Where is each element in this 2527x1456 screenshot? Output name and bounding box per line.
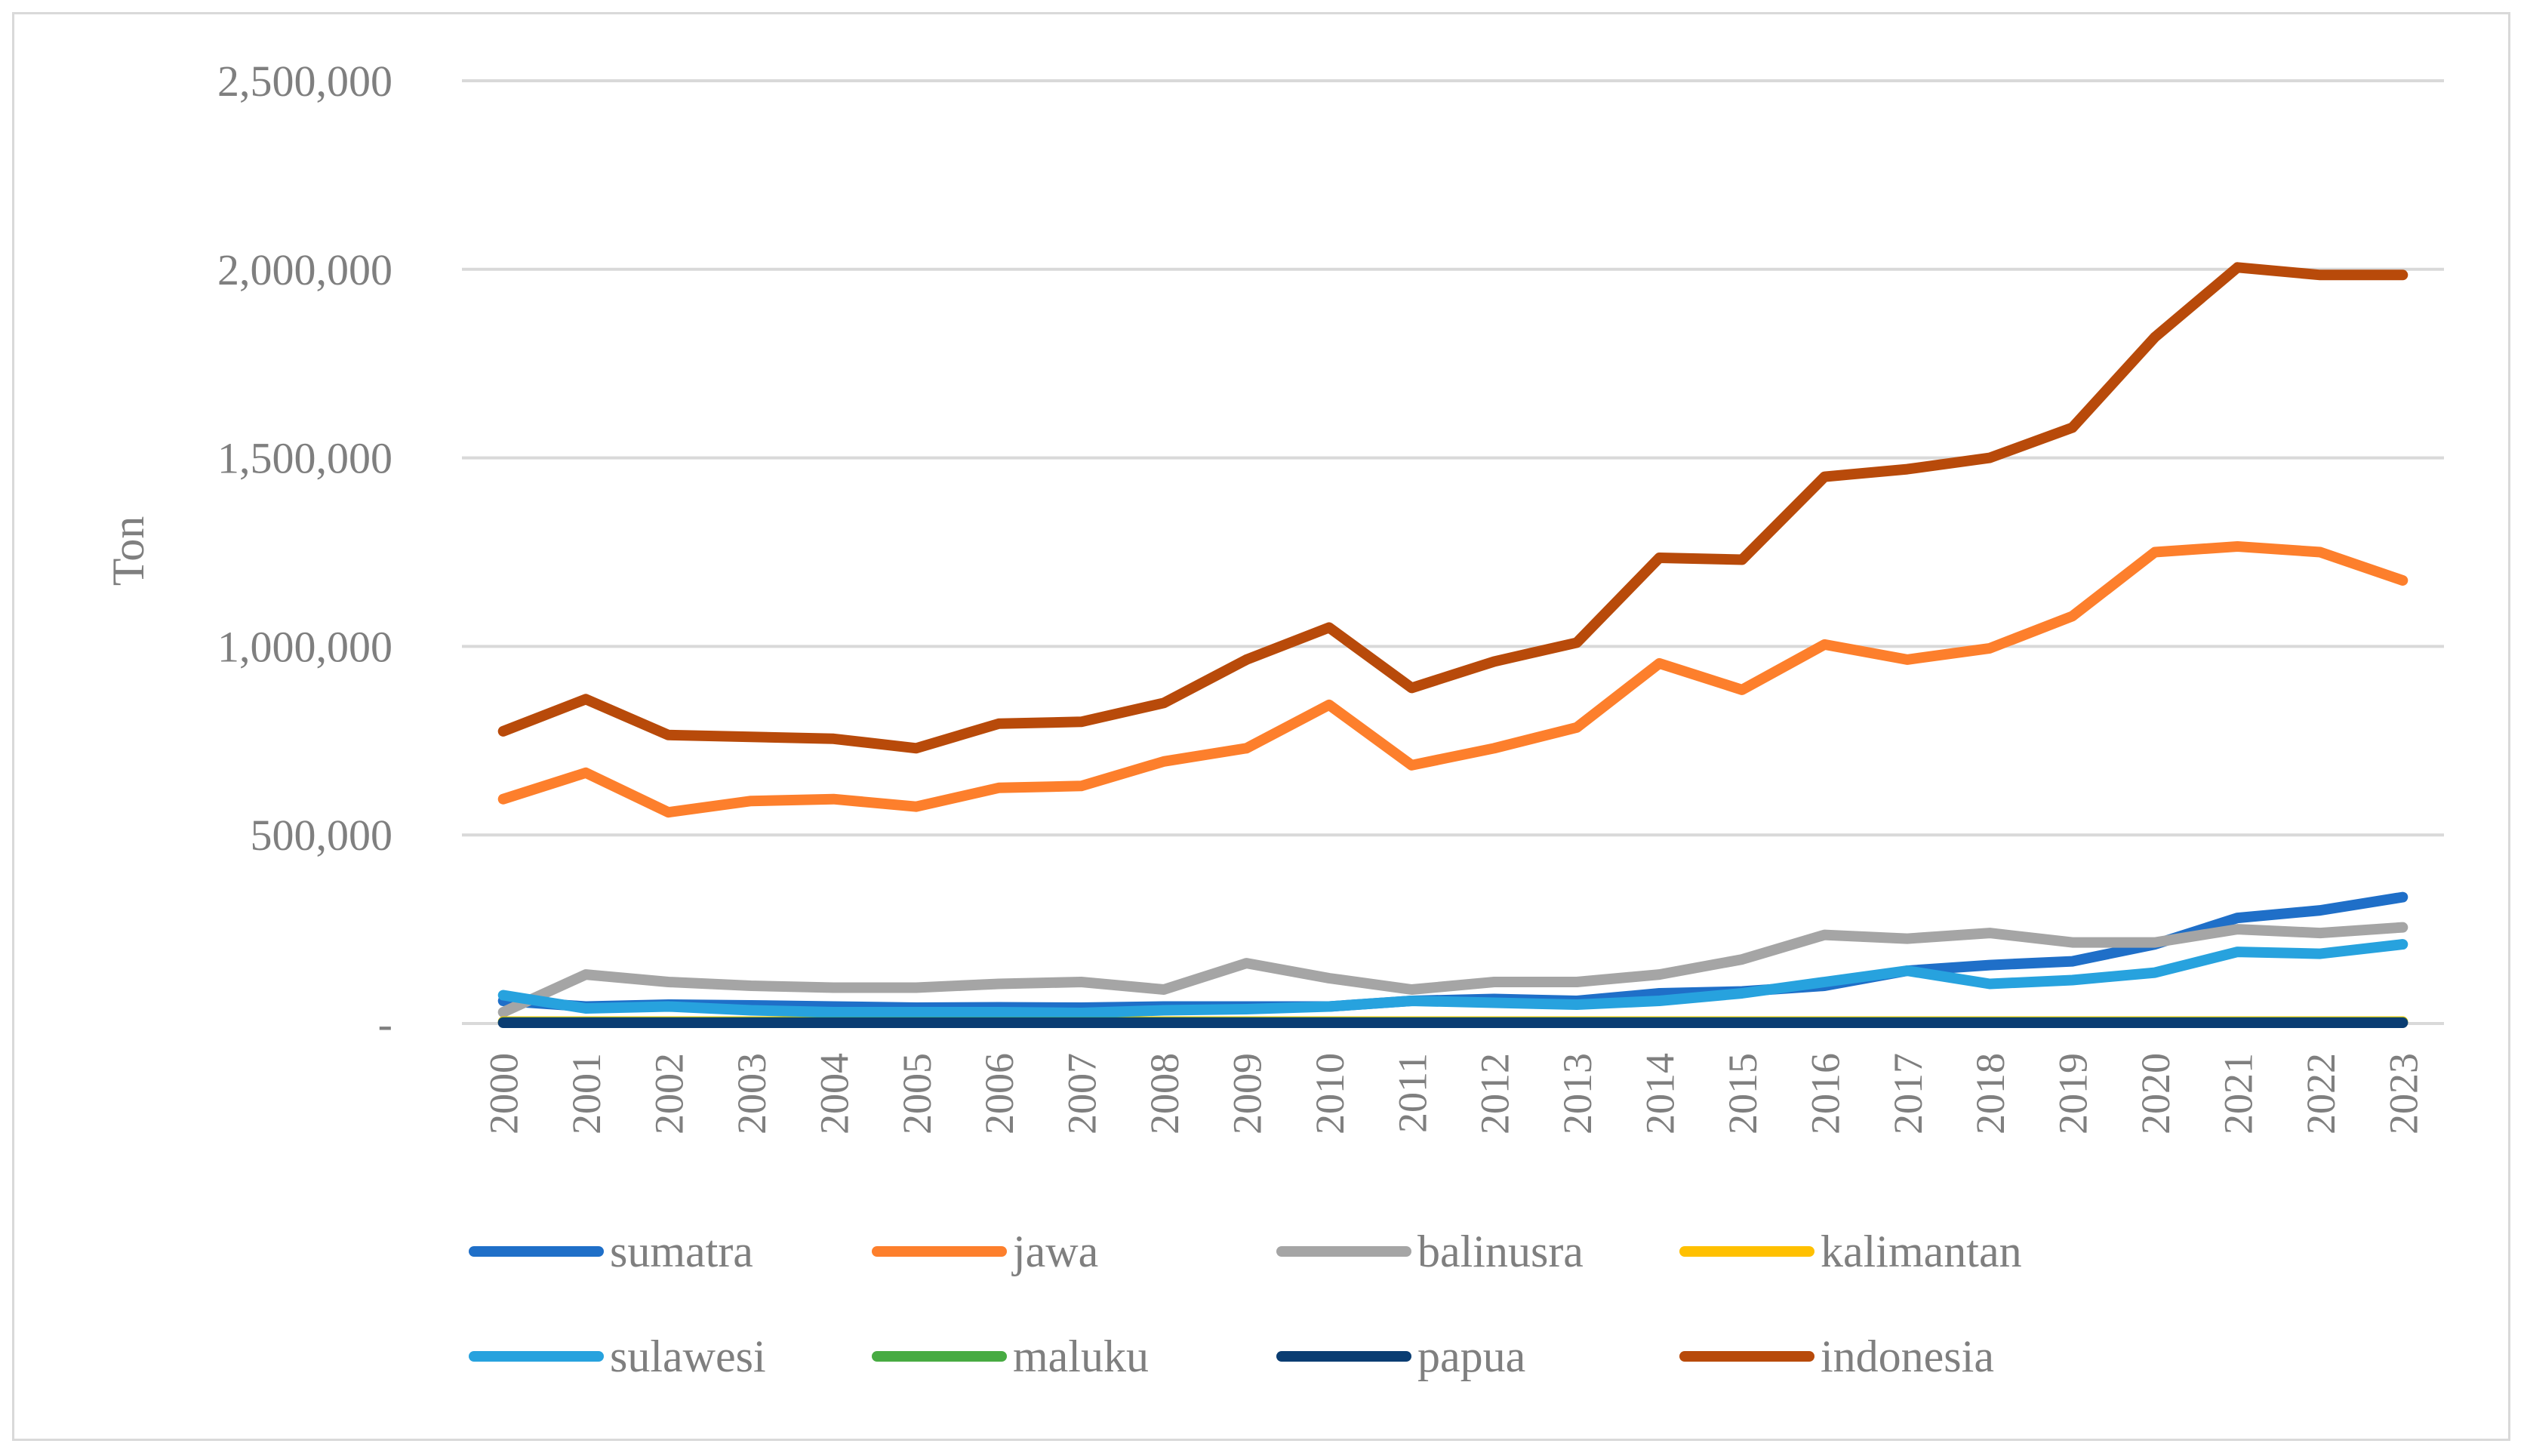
x-axis-ticks: 2000 2001 2002 2003 2004 2005 2006 2007 2008 2009… [482,1053,2427,1134]
x-tick-label: 2011 [1390,1053,1435,1133]
x-tick-label: 2002 [647,1053,692,1134]
y-tick-label: - [378,999,392,1048]
legend-label-sumatra: sumatra [610,1227,753,1276]
x-tick-label: 2006 [977,1053,1022,1134]
chart-frame [12,12,2510,1441]
x-tick-label: 2019 [2051,1053,2096,1134]
series-lines [497,262,2408,1028]
legend-label-sulawesi: sulawesi [610,1331,766,1381]
legend-label-balinusra: balinusra [1417,1227,1584,1276]
legend-label-papua: papua [1417,1331,1525,1381]
y-axis-title: Ton [103,516,153,586]
x-tick-label: 2004 [811,1053,857,1134]
x-tick-label: 2015 [1720,1053,1765,1134]
x-tick-label: 2008 [1142,1053,1187,1134]
series-line-balinusra [497,922,2408,1017]
x-tick-label: 2007 [1060,1053,1105,1134]
legend-label-maluku: maluku [1013,1331,1149,1381]
x-tick-label: 2005 [894,1053,940,1134]
x-tick-label: 2022 [2298,1053,2344,1134]
x-tick-label: 2009 [1224,1053,1270,1134]
y-tick-label: 2,500,000 [217,57,392,106]
x-tick-label: 2010 [1307,1053,1353,1134]
y-axis-ticks: - 500,000 1,000,000 1,500,000 2,000,000 2,500… [217,57,392,1048]
y-tick-label: 1,000,000 [217,622,392,671]
x-tick-label: 2021 [2215,1053,2261,1134]
x-tick-label: 2012 [1473,1053,1518,1134]
x-tick-label: 2014 [1638,1053,1683,1134]
x-tick-label: 2003 [729,1053,774,1134]
y-tick-label: 500,000 [251,811,393,860]
x-tick-label: 2017 [1885,1053,1931,1134]
y-tick-label: 1,500,000 [217,434,392,483]
legend-label-indonesia: indonesia [1821,1331,1994,1381]
x-tick-label: 2018 [1968,1053,2013,1134]
x-tick-label: 2023 [2381,1053,2426,1134]
series-line-sulawesi [497,939,2408,1018]
legend-label-jawa: jawa [1011,1227,1098,1276]
x-tick-label: 2001 [564,1053,609,1134]
x-tick-label: 2000 [482,1053,527,1134]
legend-label-kalimantan: kalimantan [1821,1227,2022,1276]
series-line-jawa [497,541,2408,818]
x-tick-label: 2013 [1555,1053,1600,1134]
x-tick-label: 2016 [1802,1053,1848,1134]
y-tick-label: 2,000,000 [217,245,392,294]
legend: sumatra jawa balinusra kalimantan sulawesi ma… [469,1227,2022,1381]
x-tick-label: 2020 [2133,1053,2178,1134]
series-line-indonesia [497,262,2408,754]
